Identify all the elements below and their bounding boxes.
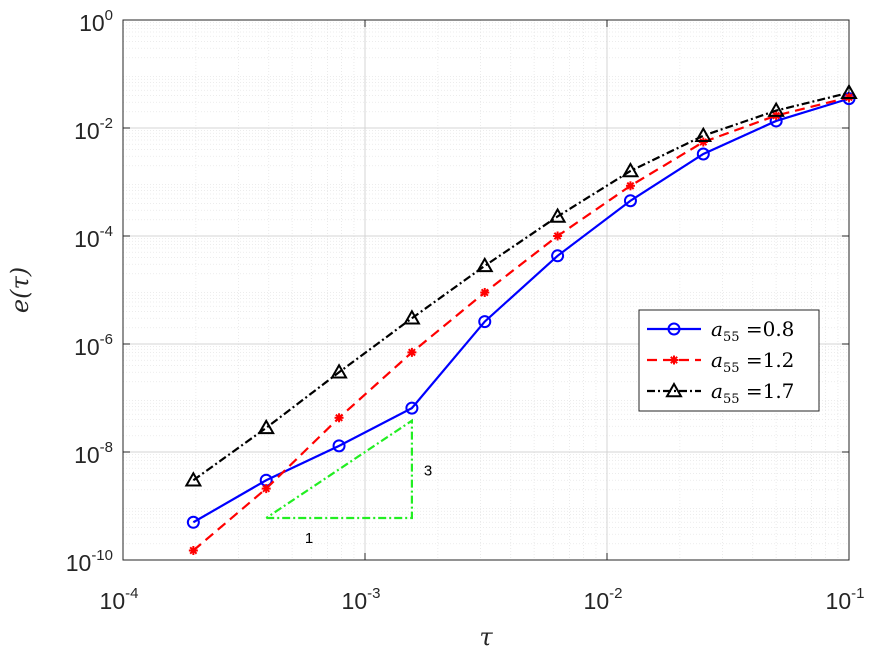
triangle-marker [403, 309, 421, 325]
circle-marker [478, 315, 492, 329]
circle-marker [551, 249, 565, 263]
circle-marker [623, 194, 637, 208]
y-axis-label: e(τ) [6, 267, 34, 313]
y-tick-label: 10-8 [74, 439, 113, 468]
series-3 [184, 83, 858, 487]
legend-label: a55 =1.2 [711, 348, 794, 376]
triangle-marker [665, 381, 683, 398]
circle-marker [696, 147, 710, 161]
triangle-marker [767, 101, 785, 117]
x-tick-label: 10-2 [584, 585, 623, 614]
asterisk-marker [334, 413, 344, 423]
asterisk-stroke [626, 181, 635, 190]
triangle-marker [257, 418, 275, 435]
triangle-marker [840, 83, 858, 99]
triangle-marker [621, 161, 640, 178]
asterisk-marker [261, 484, 271, 494]
asterisk-marker [407, 347, 417, 357]
y-tick-label: 100 [79, 7, 113, 36]
y-tick-label: 10-2 [74, 115, 113, 144]
asterisk-marker [625, 181, 635, 191]
triangle-marker [476, 256, 494, 273]
asterisk-stroke [189, 546, 198, 555]
series-line [192, 96, 850, 552]
asterisk-marker [669, 355, 679, 365]
axis-ticks: 10-4 10-3 10-2 10-1 10-10 10-8 10-6 10-4 10-2 100 [66, 7, 865, 614]
legend: a55 =0.8 a55 =1.2 a55 =1.7 [638, 309, 820, 412]
x-tick-label: 10-4 [100, 585, 139, 614]
slope-annotation: 13 [265, 418, 432, 547]
legend-entry: a55 =1.7 [647, 379, 794, 407]
triangle-marker [548, 207, 567, 223]
slope-rise-label: 3 [424, 462, 432, 479]
legend-label: a55 =1.7 [711, 379, 794, 407]
asterisk-marker [553, 231, 563, 241]
axes-box [122, 19, 850, 561]
asterisk-stroke [699, 138, 708, 146]
asterisk-marker [480, 287, 490, 297]
data-series [184, 83, 858, 555]
triangle-marker [694, 126, 713, 142]
y-tick-label: 10-10 [66, 547, 113, 576]
legend-label: a55 =0.8 [711, 317, 794, 345]
asterisk-stroke [553, 232, 562, 240]
circle-marker [186, 515, 200, 529]
triangle-marker [330, 363, 348, 379]
series-line [192, 97, 850, 524]
grid [122, 19, 850, 561]
asterisk-marker [698, 137, 708, 147]
triangle-marker [184, 471, 203, 487]
x-axis-label: τ [479, 623, 493, 651]
legend-entry: a55 =1.2 [647, 348, 794, 376]
asterisk-stroke [480, 288, 489, 297]
circle-marker [667, 322, 681, 336]
asterisk-stroke [408, 348, 416, 357]
asterisk-stroke [262, 484, 271, 493]
slope-triangle [265, 418, 414, 520]
circle-marker [405, 401, 419, 415]
series-line [192, 91, 850, 482]
asterisk-stroke [335, 413, 343, 422]
circle-marker [332, 439, 346, 453]
y-tick-label: 10-4 [74, 223, 113, 252]
legend-entry: a55 =0.8 [647, 317, 794, 345]
x-tick-label: 10-1 [826, 585, 865, 614]
x-tick-label: 10-3 [342, 585, 381, 614]
y-tick-label: 10-6 [74, 331, 113, 360]
asterisk-stroke [670, 356, 678, 364]
asterisk-marker [188, 545, 198, 555]
slope-run-label: 1 [305, 530, 313, 547]
